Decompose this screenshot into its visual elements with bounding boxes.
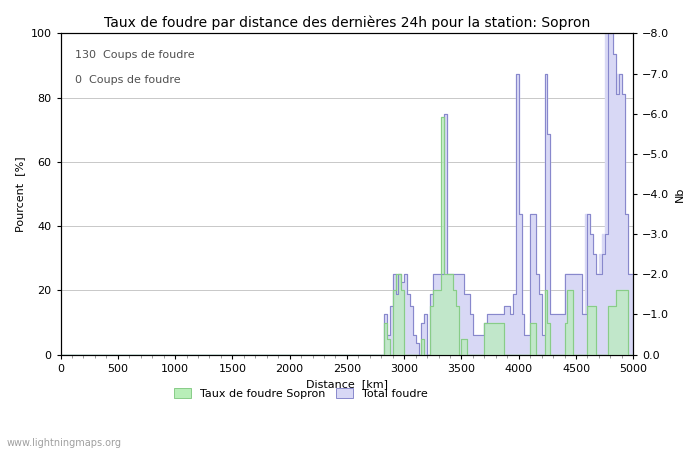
X-axis label: Distance  [km]: Distance [km] [306,379,388,389]
Y-axis label: Pourcent  [%]: Pourcent [%] [15,156,25,232]
Legend: Taux de foudre Sopron, Total foudre: Taux de foudre Sopron, Total foudre [170,384,432,404]
Text: 0  Coups de foudre: 0 Coups de foudre [75,75,181,85]
Y-axis label: Nb: Nb [675,186,685,202]
Text: 130  Coups de foudre: 130 Coups de foudre [75,50,195,59]
Text: www.lightningmaps.org: www.lightningmaps.org [7,438,122,448]
Title: Taux de foudre par distance des dernières 24h pour la station: Sopron: Taux de foudre par distance des dernière… [104,15,590,30]
